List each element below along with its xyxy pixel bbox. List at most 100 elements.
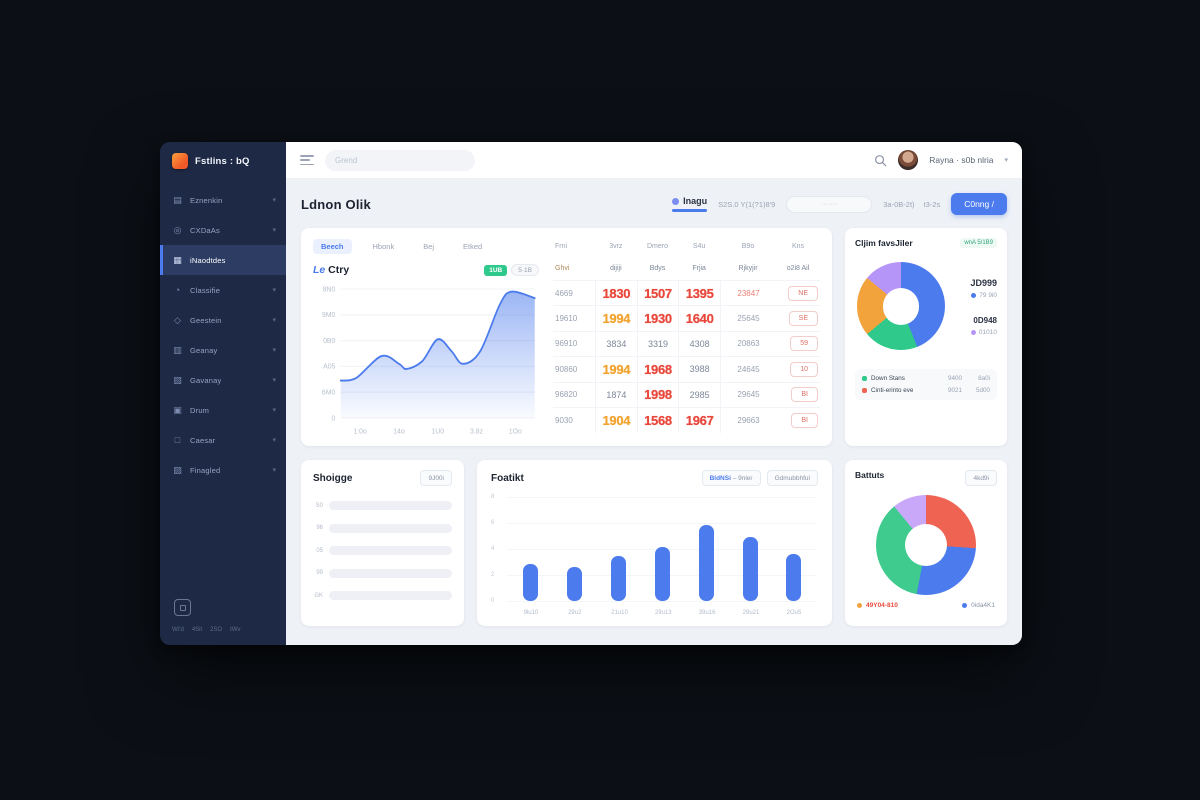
app-logo[interactable]: Fstlins : bQ	[160, 142, 286, 179]
app-logo-icon	[172, 153, 188, 169]
column-header: 3vrz	[609, 243, 623, 250]
table-cell: 24645	[737, 364, 760, 374]
table-cell: 2985	[689, 389, 710, 400]
chart-tab-etked[interactable]: Etked	[463, 242, 483, 251]
topbar: Rayna · s0b nlria ▾	[286, 142, 1022, 179]
sidebar-item-finagled[interactable]: ▨ Finagled ▾	[160, 455, 286, 485]
chart-tab-bej[interactable]: Bej	[423, 242, 435, 251]
table-cell: 90860	[555, 364, 578, 374]
app-window: Fstlins : bQ ▤ Eznenkin ▾ ◎ CXDaAs ▾ ▦ iNaodtde…	[160, 142, 1022, 645]
table-cell: 1568	[644, 413, 672, 429]
date-range[interactable]: 3a-0B-2t) t3-2s	[883, 199, 941, 209]
donut-callout-secondary-sub: 01010	[970, 329, 997, 336]
svg-text:1U0: 1U0	[431, 426, 444, 435]
avatar[interactable]	[898, 150, 919, 170]
table-row: 4669 1830 1507 1395 23847 NE	[553, 281, 820, 307]
page-header: Ldnon Olik Inagu S2S.0 Y(1(?1)8'9 ······…	[301, 189, 1007, 219]
tab-dot-icon	[672, 197, 680, 205]
legend-dot-icon	[971, 293, 977, 299]
vbar-toggle-button[interactable]: BldNSi – 9nler	[701, 470, 761, 486]
bar[interactable]	[786, 554, 802, 601]
chevron-down-icon: ▾	[272, 407, 276, 414]
sidebar-item-geestein[interactable]: ◇ Geestein ▾	[160, 305, 286, 335]
table-row: 19610 1994 1930 1640 25645 SE	[553, 306, 820, 332]
primary-action-button[interactable]: C0nng /	[951, 193, 1007, 215]
hbar-card-button[interactable]: 9J00i	[420, 470, 452, 486]
table-cell: 1994	[602, 311, 631, 327]
sidebar-item-classifie[interactable]: ◔ Classifie ▾	[160, 275, 286, 305]
vbar-filter-button[interactable]: Gdmubbhful	[766, 470, 818, 486]
chevron-down-icon: ▾	[272, 347, 276, 354]
hbar-track	[329, 546, 452, 555]
sidebar-item-caesar[interactable]: □ Caesar ▾	[160, 425, 286, 455]
table-cell: 4308	[689, 338, 710, 349]
bar[interactable]	[698, 525, 714, 601]
clock-icon: ◔	[174, 285, 181, 295]
chevron-down-icon: ▾	[272, 197, 276, 204]
chevron-down-icon[interactable]: ▾	[1004, 157, 1008, 164]
vertical-bar-chart: 8 6 4 2 0 9lu10 29u2 21u10 29u13 39u16 29u21 2O…	[491, 494, 818, 616]
bar[interactable]	[742, 536, 758, 601]
card-icon: ▧	[173, 374, 182, 385]
hbar-row: 05	[313, 546, 452, 555]
table-cell: 1395	[685, 285, 714, 301]
sidebar-item-cxdaas[interactable]: ◎ CXDaAs ▾	[160, 215, 286, 245]
table-cell: 1994	[602, 361, 631, 377]
sidebar-item-geanay[interactable]: ▥ Geanay ▾	[160, 335, 286, 365]
sidebar-item-label: Finagled	[190, 465, 221, 475]
user-name[interactable]: Rayna · s0b nlria	[929, 155, 994, 165]
sidebar-item-drum[interactable]: ▣ Drum ▾	[160, 395, 286, 425]
search-input[interactable]	[325, 155, 475, 165]
donut-card-top: Cljim favsJiler wnA 5/1B9 JD999 79 9i0 0…	[845, 228, 1007, 446]
donut-chart-top	[857, 262, 945, 351]
sidebar-item-label: Classifie	[190, 285, 221, 295]
row-action-button[interactable]: SE	[788, 311, 818, 327]
table-cell: 29663	[737, 416, 760, 426]
box-icon[interactable]	[174, 599, 191, 616]
donut-card-bottom: Battuts 4kd9i 49Y04-810 0ida4K1	[845, 460, 1007, 626]
footer-link[interactable]: tWv	[230, 627, 241, 633]
bar[interactable]	[567, 566, 583, 601]
chart-title: Le Ctry	[313, 264, 350, 276]
column-subheader: dijiji	[609, 264, 622, 272]
row-action-button[interactable]: BI	[791, 387, 818, 403]
table-cell: 3834	[606, 338, 627, 349]
legend-dot-icon	[962, 603, 968, 608]
row-action-button[interactable]: BI	[791, 413, 818, 429]
menu-icon[interactable]	[300, 155, 314, 165]
row-action-button[interactable]: NE	[788, 285, 818, 301]
hbar-row: GK	[313, 591, 452, 600]
footer-link[interactable]: 4Sit	[191, 627, 203, 633]
chevron-down-icon: ▾	[272, 317, 276, 324]
sidebar-item-eznenkin[interactable]: ▤ Eznenkin ▾	[160, 185, 286, 215]
table-cell: 29645	[737, 390, 760, 400]
search-icon[interactable]	[874, 154, 887, 167]
chart-tab-hbonk[interactable]: Hbonk	[372, 242, 395, 251]
chart-tab-beech[interactable]: Beech	[313, 239, 352, 254]
footer-link[interactable]: 2SO	[210, 627, 223, 633]
card-title: Shoigge	[313, 472, 353, 484]
hbar-row: 99	[313, 568, 452, 578]
legend-row: Cinti-erinto eve 9021 5d00	[862, 387, 990, 394]
svg-text:0: 0	[332, 413, 336, 422]
footer-link[interactable]: Wt'd	[172, 627, 184, 633]
content-area: Ldnon Olik Inagu S2S.0 Y(1(?1)8'9 ······…	[286, 179, 1022, 645]
sidebar-item-inaodtdes[interactable]: ▦ iNaodtdes	[160, 245, 286, 275]
bar[interactable]	[654, 546, 670, 601]
svg-text:6M0: 6M0	[322, 387, 335, 396]
bar[interactable]	[523, 563, 539, 601]
table-cell: 1904	[602, 413, 631, 429]
table-cell: 96820	[555, 390, 578, 400]
tab-active-view[interactable]: Inagu	[672, 196, 708, 212]
row-action-button[interactable]: 59	[790, 336, 818, 352]
sidebar-item-gavanay[interactable]: ▧ Gavanay ▾	[160, 365, 286, 395]
row-action-button[interactable]: 10	[790, 361, 818, 377]
table-header-row: Frni 3vrz Dmero S4u B9o Kns	[553, 237, 820, 256]
filter-pill[interactable]: ·······	[786, 195, 873, 213]
status-badge-gray[interactable]: 5·1B	[511, 264, 539, 276]
donut-card-button[interactable]: 4kd9i	[965, 470, 997, 486]
dashboard-icon: ▦	[173, 254, 182, 265]
vbar-card: Foatikt BldNSi – 9nler Gdmubbhful 8 6 4 …	[477, 460, 832, 626]
card-badge[interactable]: wnA 5/1B9	[960, 238, 997, 248]
bar[interactable]	[611, 556, 627, 601]
